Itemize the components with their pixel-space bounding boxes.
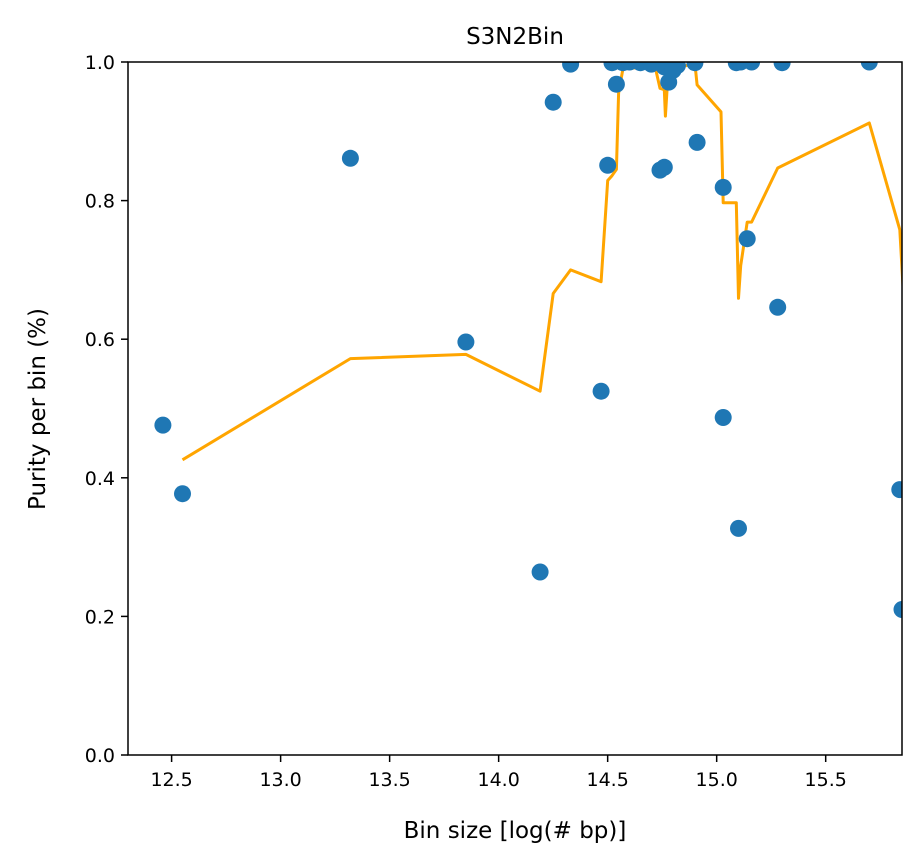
data-point xyxy=(891,481,902,499)
trend-line-layer xyxy=(181,62,902,462)
data-point xyxy=(457,333,475,351)
x-tick-label: 14.5 xyxy=(587,769,629,791)
data-point xyxy=(743,62,761,71)
data-point xyxy=(655,158,673,176)
data-point xyxy=(860,62,878,71)
data-point xyxy=(174,485,191,503)
data-point xyxy=(769,298,787,316)
x-tick-label: 12.5 xyxy=(150,769,192,791)
trend-line xyxy=(181,62,902,462)
data-point xyxy=(607,75,625,93)
data-point xyxy=(599,156,617,174)
data-point xyxy=(544,93,562,111)
y-tick-label: 0.6 xyxy=(85,329,115,351)
x-tick-label: 15.5 xyxy=(805,769,847,791)
data-point xyxy=(154,416,172,434)
points-layer xyxy=(154,62,902,618)
data-point xyxy=(773,62,791,72)
chart-title: S3N2Bin xyxy=(466,24,564,50)
x-tick-label: 15.0 xyxy=(696,769,738,791)
plot-frame xyxy=(127,61,903,756)
y-axis: 0.0 0.2 0.4 0.6 0.8 1.0 xyxy=(85,52,128,767)
y-axis-title: Purity per bin (%) xyxy=(25,308,51,510)
data-point xyxy=(686,62,704,72)
y-tick-label: 0.4 xyxy=(85,468,115,490)
data-point xyxy=(341,149,359,167)
data-point xyxy=(688,133,706,151)
data-point xyxy=(893,601,902,618)
x-axis-title: Bin size [log(# bp)] xyxy=(404,818,627,844)
x-tick-label: 13.5 xyxy=(368,769,410,791)
data-point xyxy=(592,382,610,400)
x-tick-label: 14.0 xyxy=(477,769,519,791)
data-point xyxy=(738,230,756,248)
x-axis: 12.5 13.0 13.5 14.0 14.5 15.0 15.5 xyxy=(150,755,847,791)
plot-area xyxy=(154,62,902,618)
y-tick-label: 0.8 xyxy=(85,191,115,213)
y-tick-label: 1.0 xyxy=(85,52,115,74)
y-tick-label: 0.0 xyxy=(85,745,115,767)
data-point xyxy=(562,62,580,73)
y-tick-label: 0.2 xyxy=(85,606,115,628)
data-point xyxy=(668,62,686,74)
data-point xyxy=(714,178,732,196)
data-point xyxy=(730,519,747,537)
x-tick-label: 13.0 xyxy=(259,769,301,791)
data-point xyxy=(531,563,549,581)
data-point xyxy=(714,409,732,426)
